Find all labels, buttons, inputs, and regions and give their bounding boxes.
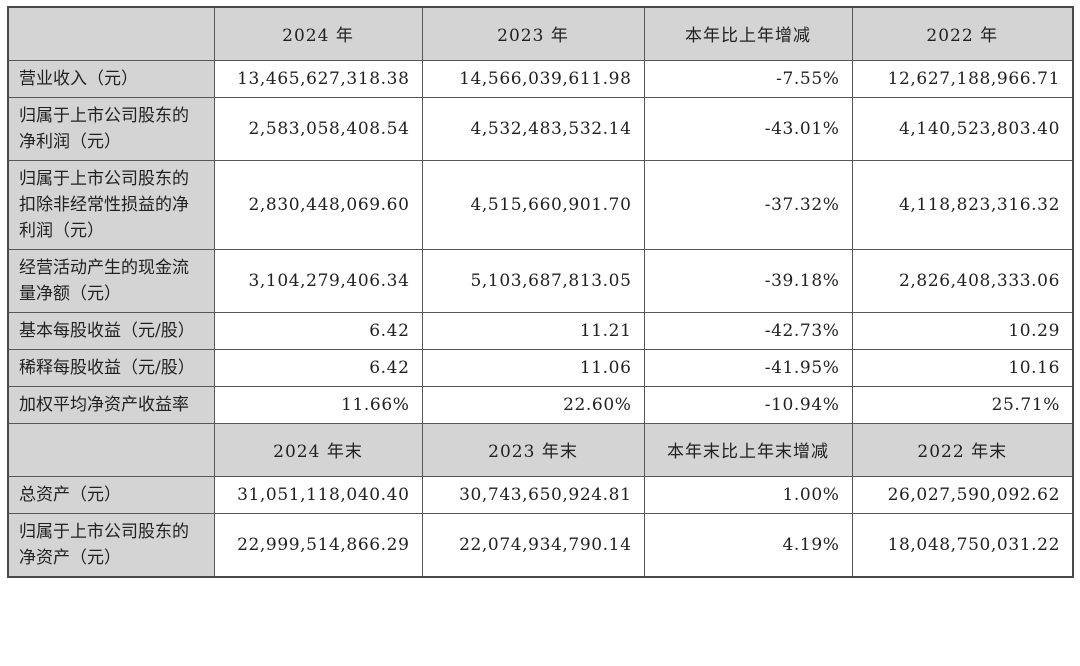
header-yoy-change: 本年比上年增减: [643, 6, 853, 61]
header-spacer-cell: [7, 6, 215, 61]
header-year-end-2022: 2022 年末: [851, 422, 1074, 477]
header-year-2023: 2023 年: [421, 6, 645, 61]
net-profit-2023: 4,532,483,532.14: [421, 96, 645, 161]
revenue-2024: 13,465,627,318.38: [213, 59, 423, 98]
revenue-change: -7.55%: [643, 59, 853, 98]
net-assets-2024: 22,999,514,866.29: [213, 512, 423, 577]
row-label-net-profit: 归属于上市公司股东的净利润（元）: [7, 96, 215, 161]
header-row-year-end: 2024 年末 2023 年末 本年末比上年末增减 2022 年末: [7, 422, 1074, 477]
header-year-end-2024: 2024 年末: [213, 422, 423, 477]
table-row-operating-cash-flow: 经营活动产生的现金流量净额（元） 3,104,279,406.34 5,103,…: [7, 248, 1074, 313]
table-row-total-assets: 总资产（元） 31,051,118,040.40 30,743,650,924.…: [7, 475, 1074, 514]
net-assets-2022: 18,048,750,031.22: [851, 512, 1074, 577]
row-label-operating-cash-flow: 经营活动产生的现金流量净额（元）: [7, 248, 215, 313]
header-spacer-cell-2: [7, 422, 215, 477]
financial-summary-table: 2024 年 2023 年 本年比上年增减 2022 年 营业收入（元） 13,…: [7, 6, 1074, 578]
row-label-diluted-eps: 稀释每股收益（元/股）: [7, 348, 215, 387]
table-row-net-assets: 归属于上市公司股东的净资产（元） 22,999,514,866.29 22,07…: [7, 512, 1074, 577]
table-row-revenue: 营业收入（元） 13,465,627,318.38 14,566,039,611…: [7, 59, 1074, 98]
diluted-eps-2022: 10.16: [851, 348, 1074, 387]
diluted-eps-2024: 6.42: [213, 348, 423, 387]
header-year-end-2023: 2023 年末: [421, 422, 645, 477]
row-label-net-assets: 归属于上市公司股东的净资产（元）: [7, 512, 215, 577]
weighted-avg-roe-2022: 25.71%: [851, 385, 1074, 424]
diluted-eps-2023: 11.06: [421, 348, 645, 387]
diluted-eps-change: -41.95%: [643, 348, 853, 387]
net-assets-change: 4.19%: [643, 512, 853, 577]
revenue-2023: 14,566,039,611.98: [421, 59, 645, 98]
weighted-avg-roe-2024: 11.66%: [213, 385, 423, 424]
row-label-weighted-avg-roe: 加权平均净资产收益率: [7, 385, 215, 424]
table-row-net-profit: 归属于上市公司股东的净利润（元） 2,583,058,408.54 4,532,…: [7, 96, 1074, 161]
header-year-2024: 2024 年: [213, 6, 423, 61]
row-label-basic-eps: 基本每股收益（元/股）: [7, 311, 215, 350]
table-row-weighted-avg-roe: 加权平均净资产收益率 11.66% 22.60% -10.94% 25.71%: [7, 385, 1074, 424]
row-label-revenue: 营业收入（元）: [7, 59, 215, 98]
total-assets-2024: 31,051,118,040.40: [213, 475, 423, 514]
net-assets-2023: 22,074,934,790.14: [421, 512, 645, 577]
net-profit-2022: 4,140,523,803.40: [851, 96, 1074, 161]
basic-eps-change: -42.73%: [643, 311, 853, 350]
operating-cash-flow-2022: 2,826,408,333.06: [851, 248, 1074, 313]
deducted-net-profit-2022: 4,118,823,316.32: [851, 159, 1074, 250]
header-year-end-change: 本年末比上年末增减: [643, 422, 853, 477]
operating-cash-flow-change: -39.18%: [643, 248, 853, 313]
total-assets-2023: 30,743,650,924.81: [421, 475, 645, 514]
weighted-avg-roe-2023: 22.60%: [421, 385, 645, 424]
table-row-deducted-net-profit: 归属于上市公司股东的扣除非经常性损益的净利润（元） 2,830,448,069.…: [7, 159, 1074, 250]
basic-eps-2024: 6.42: [213, 311, 423, 350]
deducted-net-profit-change: -37.32%: [643, 159, 853, 250]
header-row-annual: 2024 年 2023 年 本年比上年增减 2022 年: [7, 6, 1074, 61]
operating-cash-flow-2023: 5,103,687,813.05: [421, 248, 645, 313]
operating-cash-flow-2024: 3,104,279,406.34: [213, 248, 423, 313]
basic-eps-2023: 11.21: [421, 311, 645, 350]
row-label-total-assets: 总资产（元）: [7, 475, 215, 514]
total-assets-2022: 26,027,590,092.62: [851, 475, 1074, 514]
deducted-net-profit-2023: 4,515,660,901.70: [421, 159, 645, 250]
revenue-2022: 12,627,188,966.71: [851, 59, 1074, 98]
header-year-2022: 2022 年: [851, 6, 1074, 61]
basic-eps-2022: 10.29: [851, 311, 1074, 350]
total-assets-change: 1.00%: [643, 475, 853, 514]
table-row-diluted-eps: 稀释每股收益（元/股） 6.42 11.06 -41.95% 10.16: [7, 348, 1074, 387]
deducted-net-profit-2024: 2,830,448,069.60: [213, 159, 423, 250]
net-profit-change: -43.01%: [643, 96, 853, 161]
table-row-basic-eps: 基本每股收益（元/股） 6.42 11.21 -42.73% 10.29: [7, 311, 1074, 350]
weighted-avg-roe-change: -10.94%: [643, 385, 853, 424]
row-label-deducted-net-profit: 归属于上市公司股东的扣除非经常性损益的净利润（元）: [7, 159, 215, 250]
net-profit-2024: 2,583,058,408.54: [213, 96, 423, 161]
